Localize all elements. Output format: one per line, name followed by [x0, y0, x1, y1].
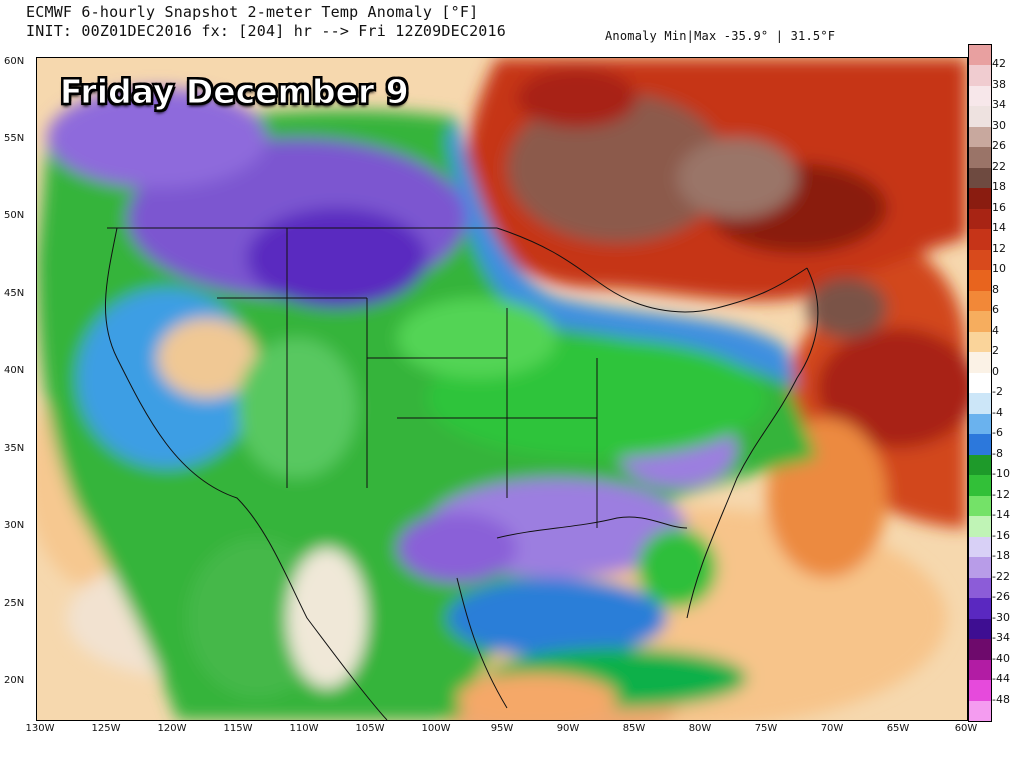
colorbar-swatch: [969, 290, 991, 312]
colorbar-label: -26: [992, 590, 1010, 604]
map-canvas: [37, 58, 967, 720]
colorbar-swatch: [969, 413, 991, 435]
map-title-line-2: INIT: 00Z01DEC2016 fx: [204] hr --> Fri …: [26, 22, 506, 40]
colorbar-swatch: [969, 85, 991, 107]
colorbar-swatch: [969, 331, 991, 353]
longitude-label: 90W: [556, 723, 580, 734]
map-title-line-1: ECMWF 6-hourly Snapshot 2-meter Temp Ano…: [26, 3, 479, 21]
colorbar-label: -10: [992, 467, 1010, 481]
anomaly-min-max: Anomaly Min|Max -35.9° | 31.5°F: [605, 29, 836, 43]
colorbar-swatch: [969, 557, 991, 579]
colorbar-label: 12: [992, 241, 1006, 255]
colorbar-label: -44: [992, 672, 1010, 686]
colorbar-label: -12: [992, 487, 1010, 501]
colorbar-swatch: [969, 106, 991, 128]
colorbar-label: 38: [992, 77, 1006, 91]
longitude-label: 75W: [754, 723, 778, 734]
latitude-label: 45N: [4, 288, 25, 299]
latitude-label: 40N: [4, 365, 25, 376]
colorbar-label: -4: [992, 405, 1003, 419]
colorbar-swatch: [969, 680, 991, 701]
colorbar-label: 34: [992, 98, 1006, 112]
latitude-label: 50N: [4, 210, 25, 221]
colorbar-label: 0: [992, 364, 999, 378]
colorbar-swatch: [969, 270, 991, 292]
colorbar-swatch: [969, 618, 991, 640]
colorbar-label: 42: [992, 57, 1006, 71]
longitude-label: 115W: [223, 723, 253, 734]
longitude-label: 100W: [421, 723, 451, 734]
colorbar-label: 2: [992, 344, 999, 358]
colorbar: [968, 44, 992, 722]
latitude-label: 55N: [4, 133, 25, 144]
colorbar-swatch: [969, 126, 991, 148]
colorbar-label: -14: [992, 508, 1010, 522]
colorbar-swatch: [969, 639, 991, 661]
longitude-label: 110W: [289, 723, 319, 734]
colorbar-swatch: [969, 516, 991, 538]
colorbar-label: 18: [992, 180, 1006, 194]
political-boundaries: [104, 227, 819, 720]
colorbar-label: -18: [992, 549, 1010, 563]
colorbar-swatch: [969, 372, 991, 394]
longitude-label: 130W: [25, 723, 55, 734]
colorbar-swatch: [969, 352, 991, 374]
longitude-label: 95W: [490, 723, 514, 734]
colorbar-label: 30: [992, 118, 1006, 132]
colorbar-swatch: [969, 700, 991, 722]
latitude-label: 25N: [4, 598, 25, 609]
colorbar-swatch: [969, 536, 991, 558]
colorbar-swatch: [969, 434, 991, 456]
colorbar-label: -2: [992, 385, 1003, 399]
colorbar-swatch: [969, 475, 991, 497]
colorbar-label: 14: [992, 221, 1006, 235]
colorbar-label: -6: [992, 426, 1003, 440]
colorbar-label: -48: [992, 692, 1010, 706]
colorbar-swatch: [969, 454, 991, 476]
colorbar-label: -16: [992, 528, 1010, 542]
colorbar-label: -8: [992, 446, 1003, 460]
longitude-label: 65W: [886, 723, 910, 734]
colorbar-swatch: [969, 147, 991, 169]
longitude-label: 105W: [355, 723, 385, 734]
anomaly-field: [37, 58, 967, 720]
colorbar-swatch: [969, 65, 991, 87]
colorbar-label: 8: [992, 282, 999, 296]
colorbar-label: 6: [992, 303, 999, 317]
latitude-label: 60N: [4, 56, 25, 67]
latitude-label: 20N: [4, 675, 25, 686]
colorbar-swatch: [969, 659, 991, 681]
colorbar-swatch: [969, 208, 991, 230]
anomaly-map: [36, 57, 968, 721]
latitude-label: 30N: [4, 520, 25, 531]
colorbar-swatch: [969, 249, 991, 271]
colorbar-label: 10: [992, 262, 1006, 276]
colorbar-label: -40: [992, 651, 1010, 665]
colorbar-label: 4: [992, 323, 999, 337]
colorbar-swatch: [969, 188, 991, 210]
colorbar-swatch: [969, 311, 991, 333]
longitude-label: 120W: [157, 723, 187, 734]
colorbar-label: 22: [992, 159, 1006, 173]
longitude-label: 70W: [820, 723, 844, 734]
colorbar-label: 26: [992, 139, 1006, 153]
longitude-label: 60W: [954, 723, 978, 734]
colorbar-swatch: [969, 167, 991, 189]
colorbar-swatch: [969, 598, 991, 620]
longitude-label: 125W: [91, 723, 121, 734]
colorbar-label: -34: [992, 631, 1010, 645]
colorbar-swatch: [969, 229, 991, 251]
colorbar-swatch: [969, 393, 991, 415]
colorbar-label: -30: [992, 610, 1010, 624]
colorbar-swatch: [969, 45, 991, 66]
colorbar-swatch: [969, 577, 991, 599]
forecast-day-title: Friday December 9: [60, 72, 410, 112]
colorbar-swatch: [969, 495, 991, 517]
colorbar-label: -22: [992, 569, 1010, 583]
longitude-label: 85W: [622, 723, 646, 734]
longitude-label: 80W: [688, 723, 712, 734]
colorbar-label: 16: [992, 200, 1006, 214]
latitude-label: 35N: [4, 443, 25, 454]
